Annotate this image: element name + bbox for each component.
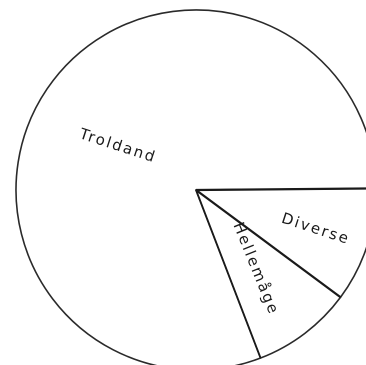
slice-divider: [195, 189, 262, 359]
pie-slice-diverse: [195, 187, 366, 299]
slice-divider: [195, 187, 366, 192]
slices-layer: [15, 9, 366, 365]
pie-slice-hellemge: [195, 189, 342, 359]
pie-slice-troldand: [15, 9, 366, 365]
slice-divider: [195, 189, 342, 299]
